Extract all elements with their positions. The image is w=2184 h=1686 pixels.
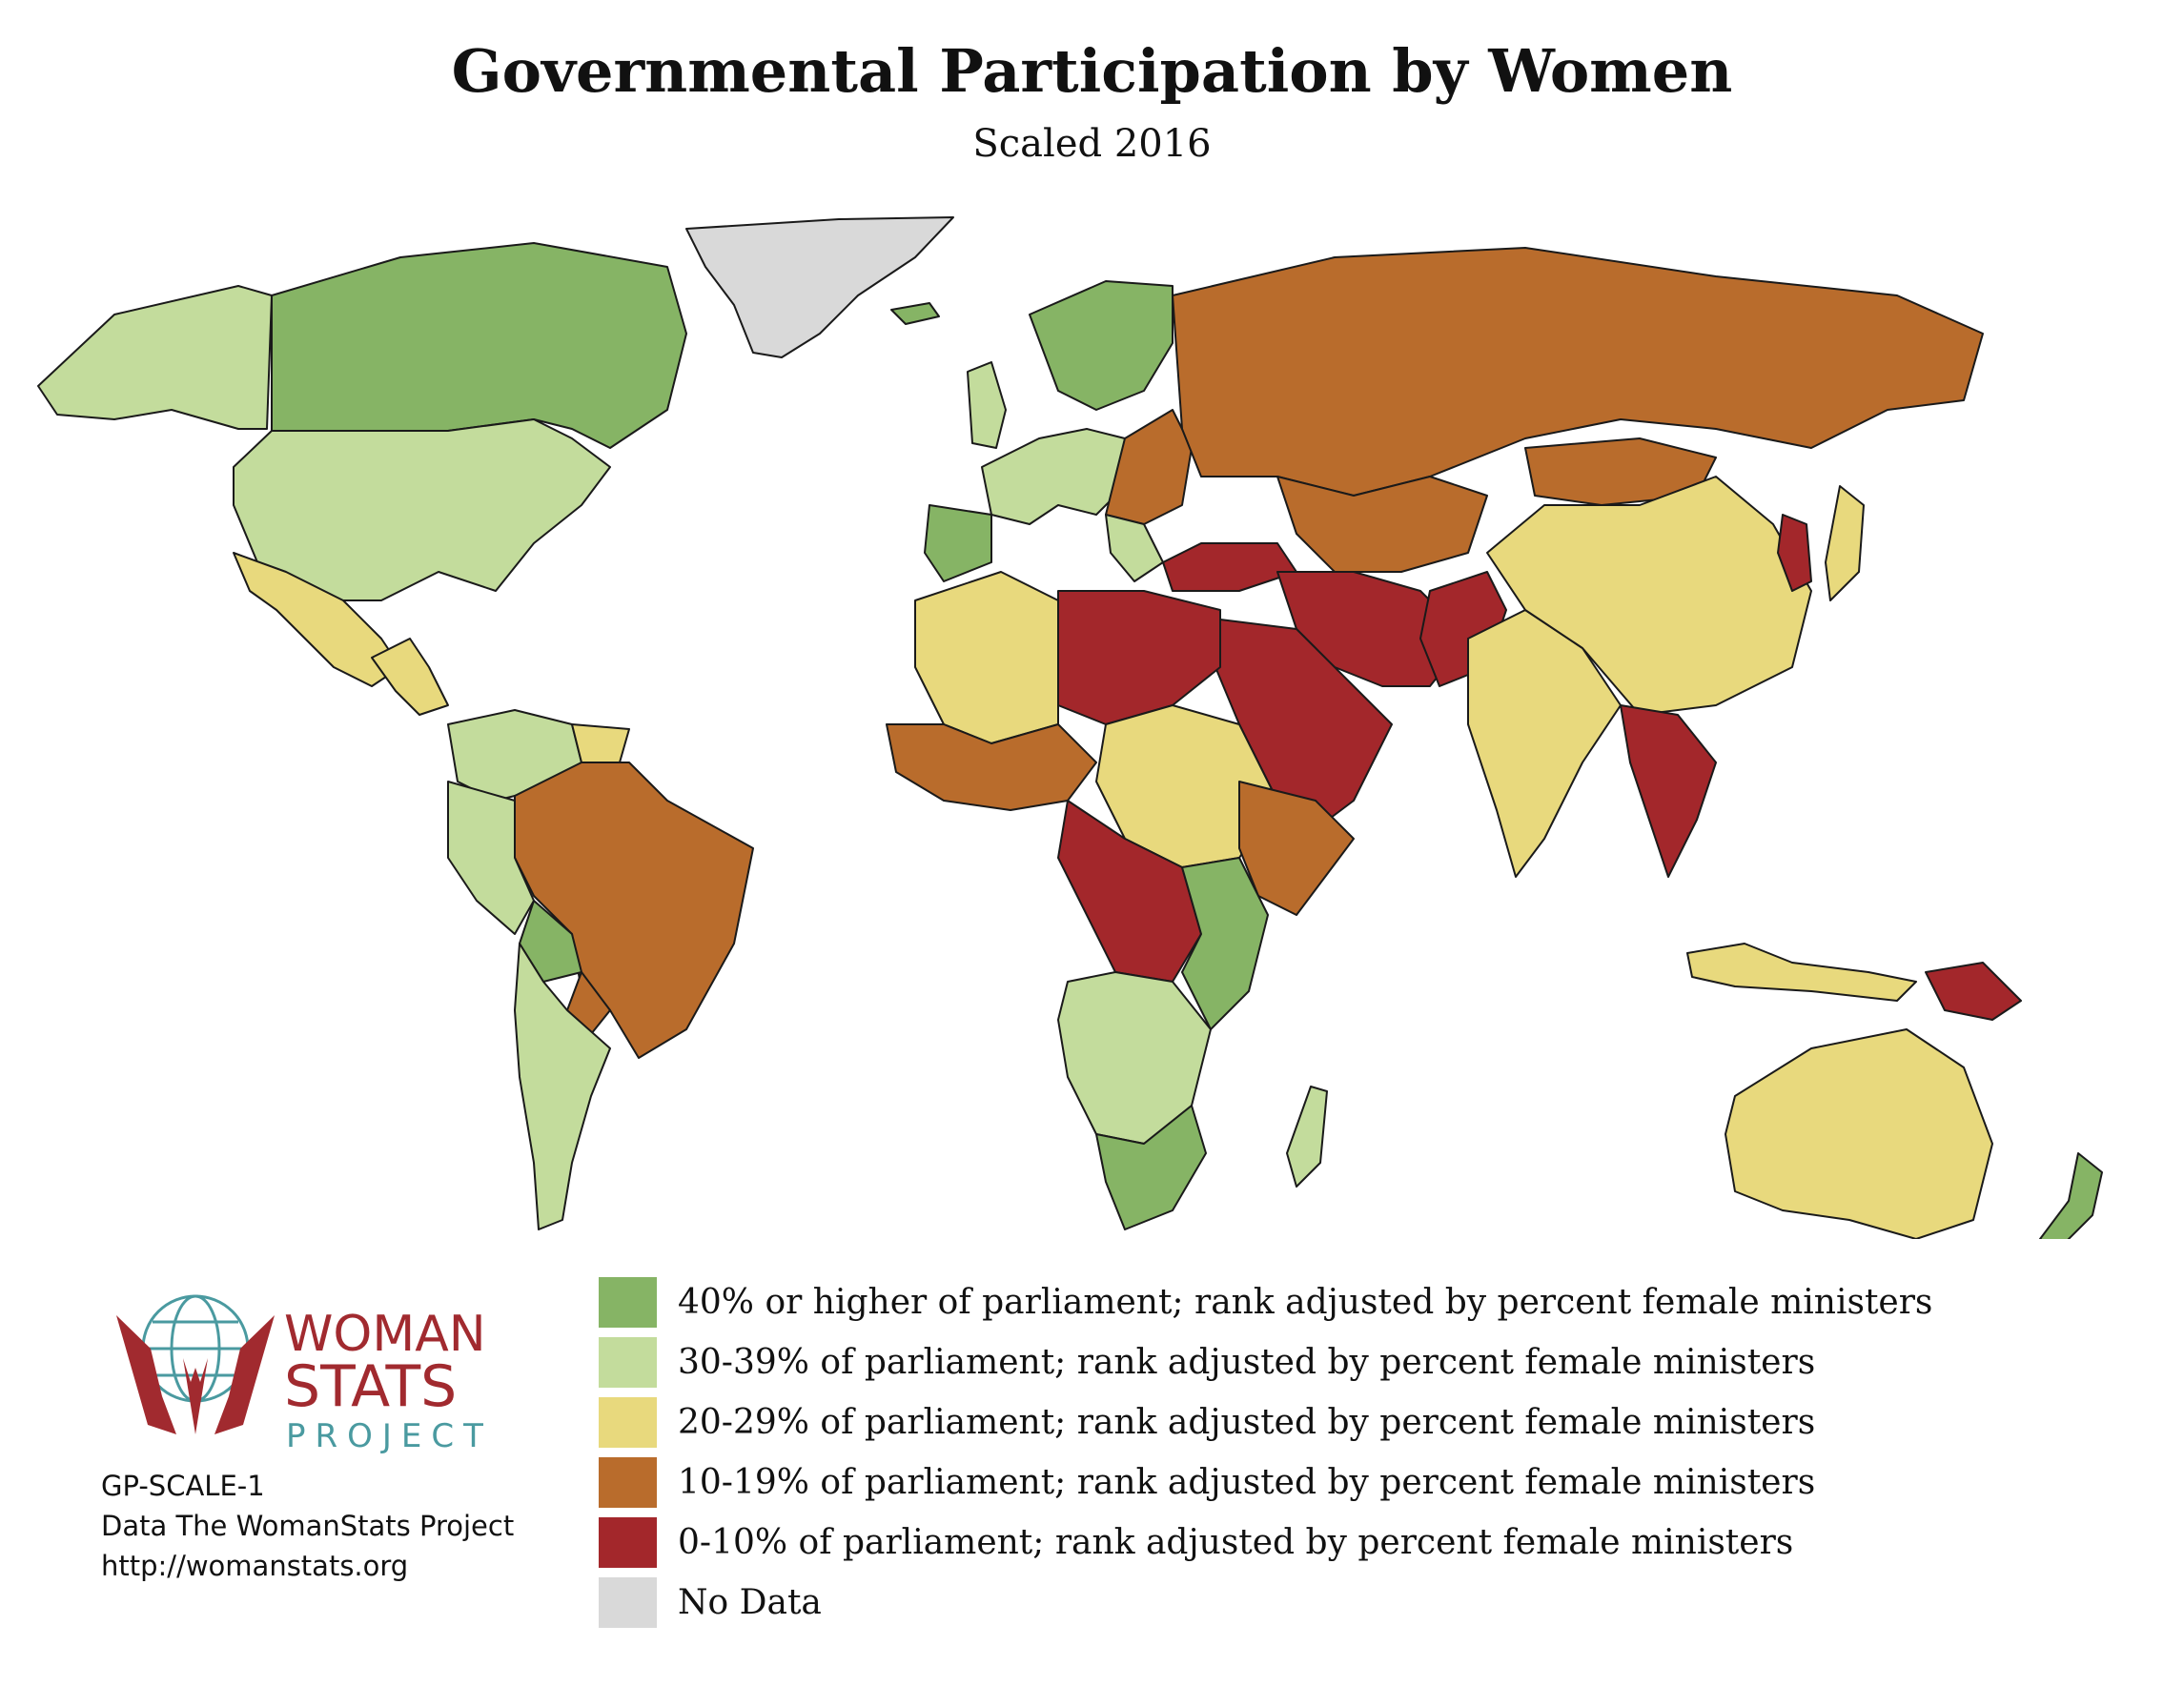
region-guianas — [571, 723, 630, 763]
map-title: Governmental Participation by Women — [451, 36, 1733, 106]
region-turkey — [1162, 542, 1297, 592]
region-iberia — [924, 504, 992, 582]
region-russia — [1172, 247, 1984, 497]
logo-word-woman: WOMAN — [284, 1306, 486, 1363]
region-east-africa — [1181, 857, 1269, 1030]
region-uk — [967, 361, 1007, 449]
legend-swatch — [599, 1397, 657, 1448]
region-brazil — [514, 762, 754, 1059]
region-kazakhstan — [1276, 476, 1488, 573]
region-iceland — [890, 302, 940, 325]
legend-swatch — [599, 1577, 657, 1628]
legend-item: 20-29% of parliament; rank adjusted by p… — [599, 1392, 1932, 1452]
logo-word-project: PROJECT — [286, 1417, 493, 1453]
region-peru — [447, 781, 535, 935]
legend-label: 10-19% of parliament; rank adjusted by p… — [678, 1463, 1816, 1502]
region-mexico — [233, 552, 401, 687]
legend-label: 30-39% of parliament; rank adjusted by p… — [678, 1343, 1816, 1382]
region-alaska — [37, 285, 273, 430]
region-bolivia — [519, 900, 582, 983]
region-australia — [1725, 1028, 1993, 1239]
legend-item: 10-19% of parliament; rank adjusted by p… — [599, 1452, 1932, 1513]
region-east-europe — [1105, 409, 1193, 525]
region-balkans — [1105, 514, 1164, 582]
region-libya-egypt — [1057, 590, 1221, 725]
region-horn-africa — [1238, 781, 1355, 916]
region-indonesia — [1686, 943, 1917, 1002]
logo-hands-icon — [116, 1315, 275, 1434]
legend: 40% or higher of parliament; rank adjust… — [599, 1272, 1932, 1633]
data-source: Data The WomanStats Project — [101, 1510, 515, 1542]
region-new-zealand — [2039, 1152, 2103, 1239]
world-map — [37, 216, 2103, 1239]
region-central-america — [371, 638, 449, 716]
region-usa — [233, 418, 611, 601]
map-code: GP-SCALE-1 — [101, 1470, 265, 1502]
legend-item: 40% or higher of parliament; rank adjust… — [599, 1272, 1932, 1332]
credits: GP-SCALE-1 Data The WomanStats Project h… — [101, 1466, 514, 1586]
region-china — [1486, 476, 1812, 716]
region-southeast-asia — [1620, 704, 1717, 878]
region-korea — [1777, 514, 1812, 592]
legend-label: No Data — [678, 1583, 822, 1622]
region-argentina — [514, 943, 611, 1230]
region-papua-new-guinea — [1925, 962, 2022, 1021]
legend-swatch — [599, 1277, 657, 1328]
legend-label: 40% or higher of parliament; rank adjust… — [678, 1283, 1933, 1322]
legend-item: No Data — [599, 1573, 1932, 1633]
region-madagascar — [1286, 1086, 1328, 1188]
legend-item: 30-39% of parliament; rank adjusted by p… — [599, 1332, 1932, 1392]
legend-label: 0-10% of parliament; rank adjusted by pe… — [678, 1523, 1794, 1562]
region-greenland — [685, 216, 954, 358]
region-canada — [271, 242, 687, 449]
legend-item: 0-10% of parliament; rank adjusted by pe… — [599, 1513, 1932, 1573]
legend-swatch — [599, 1337, 657, 1388]
logo-word-stats: STATS — [284, 1353, 457, 1420]
region-arabia — [1214, 619, 1393, 830]
legend-swatch — [599, 1517, 657, 1568]
map-subtitle: Scaled 2016 — [972, 122, 1212, 166]
region-south-africa — [1095, 1105, 1207, 1230]
legend-swatch — [599, 1457, 657, 1508]
region-north-africa-west — [914, 571, 1059, 744]
region-scandinavia — [1029, 280, 1174, 411]
womanstats-logo: WOMAN STATS PROJECT — [116, 1294, 493, 1453]
region-japan — [1825, 485, 1865, 601]
legend-label: 20-29% of parliament; rank adjusted by p… — [678, 1403, 1816, 1442]
region-west-africa — [886, 723, 1097, 811]
source-url: http://womanstats.org — [101, 1550, 409, 1582]
